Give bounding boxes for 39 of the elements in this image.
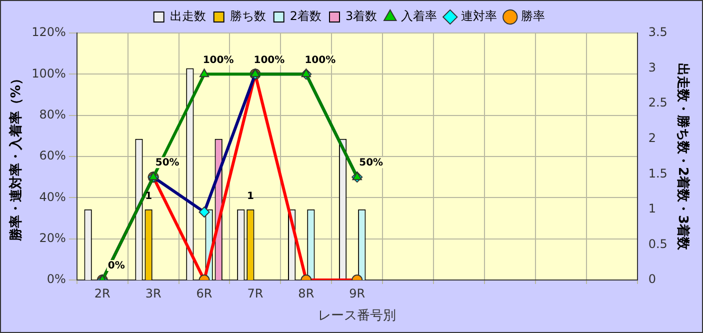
legend-label: 連対率 — [461, 9, 498, 24]
legend-label: 勝率 — [521, 9, 546, 24]
legend-label: 出走数 — [170, 9, 206, 24]
y-axis-title: 勝率・連対率・入着率（%） — [8, 72, 24, 242]
x-tick-label: 8R — [298, 286, 314, 300]
x-tick-label: 7R — [247, 286, 264, 300]
y-tick-label: 0% — [46, 272, 66, 286]
x-tick-label: 9R — [349, 286, 366, 300]
data-label: 0% — [108, 260, 125, 272]
y-tick-label: 100% — [32, 66, 66, 80]
data-label: 50% — [155, 158, 180, 169]
y-tick-label: 80% — [39, 107, 66, 122]
y-tick-label: 20% — [39, 230, 66, 245]
y2-tick-label: 3.5 — [648, 25, 668, 40]
data-label: 1 — [145, 191, 152, 202]
data-label: 100% — [202, 54, 234, 66]
x-axis-title: レース番号別 — [318, 308, 396, 324]
y2-tick-label: 0 — [648, 272, 656, 286]
x-tick-label: 6R — [196, 286, 212, 300]
x-tick-label: 3R — [145, 286, 162, 300]
y-tick-label: 40% — [39, 190, 66, 204]
y2-axis-title: 出走数・勝ち数・2着数・3着数 — [674, 62, 691, 252]
legend-label: 3着数 — [346, 9, 378, 24]
legend-label: 2着数 — [290, 9, 322, 24]
legend-label: 勝ち数 — [230, 9, 266, 24]
y2-tick-label: 1.5 — [648, 166, 668, 180]
y-tick-label: 120% — [32, 25, 66, 40]
x-tick-label: 2R — [94, 286, 110, 300]
y2-tick-label: 2.5 — [648, 96, 668, 110]
data-label: 50% — [359, 158, 384, 169]
y2-tick-label: 0.5 — [648, 236, 668, 251]
legend-label: 入着率 — [401, 9, 438, 24]
data-label: 100% — [304, 54, 336, 66]
data-label: 1 — [246, 191, 254, 202]
data-label: 100% — [254, 54, 285, 66]
y2-tick-label: 1 — [648, 202, 656, 216]
y-tick-label: 60% — [39, 148, 66, 163]
y2-tick-label: 2 — [648, 130, 656, 145]
y2-tick-label: 3 — [648, 60, 656, 74]
